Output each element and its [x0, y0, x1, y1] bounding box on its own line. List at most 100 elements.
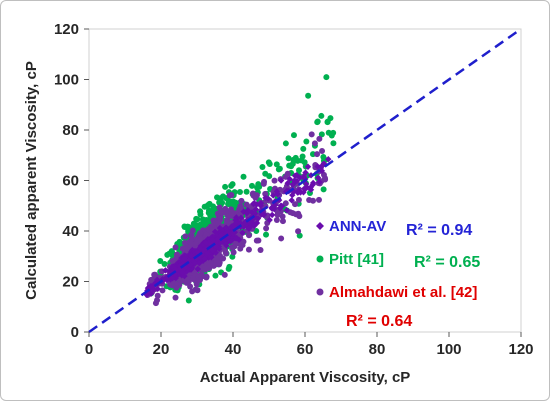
almahdawi-point — [230, 249, 237, 256]
ann-av-point — [209, 247, 216, 254]
ann-av-point — [316, 178, 323, 186]
ann-av-point — [290, 188, 298, 195]
almahdawi-point — [193, 281, 200, 288]
ann-av-point — [232, 219, 240, 227]
almahdawi-point — [203, 274, 210, 281]
x-tick-label: 100 — [436, 341, 461, 358]
ann-av-point — [240, 208, 247, 215]
ann-av-point — [252, 206, 260, 213]
pitt-point — [197, 208, 204, 215]
ann-av-point — [289, 191, 296, 199]
legend-marker-circle — [316, 255, 324, 263]
pitt-point — [185, 297, 192, 304]
almahdawi-point — [172, 294, 179, 301]
almahdawi-point — [222, 205, 229, 212]
ann-av-point — [237, 214, 245, 222]
x-tick-label: 120 — [508, 341, 533, 358]
almahdawi-point — [221, 271, 228, 278]
ann-av-point — [264, 195, 272, 202]
pitt-point — [263, 231, 270, 238]
almahdawi-point — [152, 300, 159, 307]
ann-av-point — [302, 169, 309, 176]
pitt-point — [207, 212, 214, 219]
almahdawi-point — [172, 244, 179, 251]
ann-av-point — [304, 163, 312, 170]
y-tick-label: 120 — [54, 21, 79, 38]
ann-av-point — [309, 181, 317, 188]
ann-av-point — [245, 225, 253, 232]
x-tick-label: 40 — [225, 341, 242, 358]
pitt-point — [225, 200, 232, 207]
pitt-point — [294, 157, 301, 164]
y-axis-title: Calculated apparent Viscosity, cP — [23, 61, 40, 300]
ann-av-point — [209, 233, 217, 240]
r2-annotation: R² = 0.64 — [346, 313, 412, 330]
series-ann-av — [143, 156, 332, 299]
x-tick-label: 80 — [369, 341, 386, 358]
ann-av-point — [296, 174, 304, 181]
almahdawi-point — [310, 197, 317, 204]
almahdawi-point — [295, 228, 302, 235]
ann-av-point — [229, 230, 237, 237]
almahdawi-point — [273, 216, 280, 223]
almahdawi-point — [278, 235, 285, 242]
almahdawi-point — [260, 180, 267, 187]
ann-av-point — [302, 180, 310, 188]
ann-av-point — [211, 228, 219, 235]
pitt-point — [300, 145, 307, 152]
ann-av-point — [295, 187, 303, 194]
ann-av-point — [191, 260, 198, 267]
ann-av-point — [237, 220, 244, 227]
pitt-point — [305, 92, 312, 99]
pitt-point — [324, 119, 331, 126]
r2-annotation: R² = 0.65 — [414, 254, 480, 271]
pitt-point — [254, 184, 261, 191]
ann-av-point — [154, 276, 161, 284]
almahdawi-point — [223, 217, 230, 224]
pitt-point — [303, 138, 310, 145]
ann-av-point — [239, 229, 246, 236]
ann-av-point — [181, 252, 188, 259]
almahdawi-point — [205, 226, 212, 233]
ann-av-point — [288, 197, 295, 204]
pitt-point — [318, 112, 325, 119]
almahdawi-point — [238, 197, 245, 204]
almahdawi-point — [217, 209, 224, 216]
almahdawi-point — [196, 235, 203, 242]
pitt-point — [243, 188, 250, 195]
ann-av-point — [300, 189, 307, 196]
ann-av-point — [154, 285, 161, 293]
pitt-point — [282, 140, 289, 147]
ann-av-point — [325, 156, 332, 163]
legend-marker-diamond — [316, 222, 324, 230]
almahdawi-point — [292, 201, 299, 208]
ann-av-point — [200, 247, 208, 254]
y-tick-label: 100 — [54, 72, 79, 89]
pitt-point — [273, 161, 280, 168]
ann-av-point — [143, 291, 150, 299]
almahdawi-point — [189, 288, 196, 295]
almahdawi-point — [188, 231, 195, 238]
ann-av-point — [227, 238, 234, 245]
almahdawi-point — [194, 287, 201, 294]
almahdawi-point — [314, 151, 321, 158]
almahdawi-point — [216, 204, 223, 211]
ann-av-point — [233, 234, 240, 242]
pitt-point — [330, 129, 337, 136]
ann-av-point — [251, 222, 258, 229]
y-tick-label: 0 — [71, 324, 79, 341]
ann-av-point — [244, 207, 251, 214]
almahdawi-point — [282, 200, 289, 207]
almahdawi-point — [228, 210, 235, 217]
pitt-point — [161, 260, 168, 267]
almahdawi-point — [296, 213, 303, 220]
y-tick-label: 20 — [62, 274, 79, 291]
ann-av-point — [185, 257, 193, 264]
almahdawi-point — [172, 283, 179, 290]
almahdawi-point — [250, 192, 257, 199]
pitt-point — [169, 250, 176, 257]
ann-av-point — [172, 266, 179, 273]
almahdawi-point — [240, 238, 247, 245]
ann-av-point — [216, 224, 224, 232]
